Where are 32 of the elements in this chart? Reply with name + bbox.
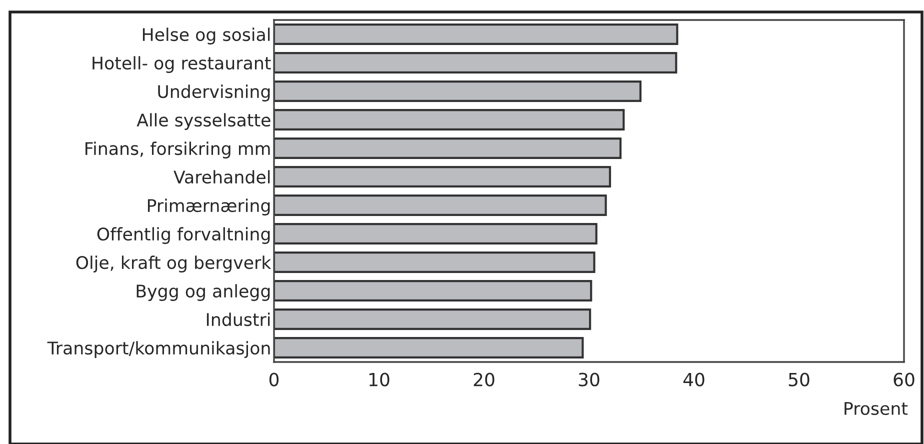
- y-tick-label: Varehandel: [174, 170, 270, 184]
- x-tick-label: 30: [578, 372, 600, 386]
- x-tick-label: 40: [683, 372, 704, 386]
- y-tick-label: Bygg og anlegg: [136, 284, 270, 301]
- y-tick-label: Alle sysselsatte: [136, 113, 270, 130]
- y-tick-label: Helse og sosial: [142, 28, 270, 44]
- bar: [274, 166, 612, 188]
- bar: [274, 52, 678, 74]
- y-tick-label: Industri: [206, 312, 270, 326]
- bar: [274, 308, 592, 330]
- x-tick-label: 50: [788, 372, 810, 386]
- bar: [274, 80, 642, 102]
- x-axis-title: Prosent: [844, 402, 908, 416]
- y-tick-label: Finans, forsikring mm: [86, 142, 270, 158]
- bar: [274, 24, 678, 45]
- y-tick-label: Olje, kraft og bergverk: [76, 256, 272, 272]
- y-tick-label: Hotell- og restaurant: [92, 56, 271, 73]
- bar: [274, 138, 622, 159]
- x-tick-label: 20: [474, 372, 494, 386]
- x-tick-label: 10: [369, 372, 390, 386]
- y-tick-label: Primærnæring: [148, 198, 270, 216]
- bar: [274, 252, 596, 273]
- bar: [274, 280, 592, 302]
- bar: [274, 337, 584, 358]
- y-tick-label: Undervisning: [158, 84, 270, 102]
- x-tick-label: 60: [894, 372, 914, 386]
- bar: [274, 223, 598, 244]
- x-tick-label: 0: [269, 372, 279, 386]
- y-tick-label: Transport/kommunikasjon: [47, 341, 270, 358]
- bar: [274, 194, 607, 216]
- bar: [274, 109, 625, 130]
- y-tick-label: Offentlig forvaltning: [97, 227, 270, 244]
